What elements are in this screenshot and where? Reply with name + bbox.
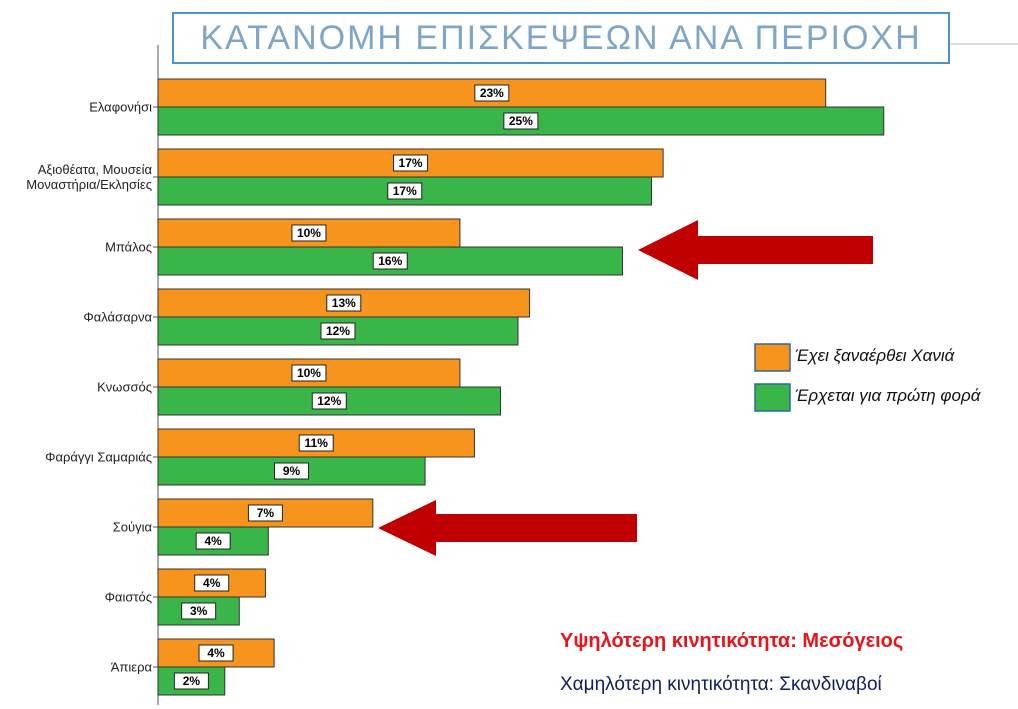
arrow (638, 220, 873, 280)
value-label-box (195, 532, 231, 550)
value-label: 4% (207, 646, 225, 660)
value-label-box (320, 322, 356, 340)
y-tick-label: Φαράγγι Σαμαριάς (45, 449, 152, 465)
y-tick-label: Σούγια (112, 519, 152, 535)
value-label: 4% (204, 534, 222, 548)
y-tick-label: Κνωσσός (97, 379, 152, 395)
arrow (378, 500, 637, 556)
value-label: 12% (326, 324, 350, 338)
value-label-box (194, 574, 230, 592)
chart-title: ΚΑΤΑΝΟΜΗ ΕΠΙΣΚΕΨΕΩΝ ΑΝΑ ΠΕΡΙΟΧΗ (172, 12, 950, 64)
value-label: 9% (283, 464, 301, 478)
value-label: 10% (297, 226, 321, 240)
value-label: 16% (378, 254, 402, 268)
y-tick-label: Φαιστός (104, 589, 152, 605)
value-label-box (503, 112, 539, 130)
value-label: 17% (393, 184, 417, 198)
y-tick-label: Αξιοθέατα, Μουσεία Μοναστήρια/Εκλησίες (26, 162, 152, 192)
y-tick-label: Ελαφονήσι (89, 99, 152, 115)
value-label: 4% (203, 576, 221, 590)
value-label: 7% (257, 506, 275, 520)
value-label-box (298, 434, 334, 452)
y-tick-label: Μπάλος (105, 239, 152, 255)
value-label: 3% (190, 604, 208, 618)
value-label-box (181, 602, 217, 620)
annotation: Χαμηλότερη κινητικότητα: Σκανδιναβοί (560, 674, 882, 695)
legend-swatch (754, 343, 791, 372)
value-label-box (326, 294, 362, 312)
bar (157, 526, 269, 556)
value-label: 10% (297, 366, 321, 380)
value-label-box (387, 182, 423, 200)
legend-label: Έχει ξαναέρθει Χανιά (795, 346, 955, 365)
value-label-box (393, 154, 429, 172)
value-label-box (372, 252, 408, 270)
y-tick-label: Φαλάσαρνα (83, 309, 152, 325)
legend-label: Έρχεται για πρώτη φορά (795, 386, 981, 405)
value-label-box (291, 364, 327, 382)
value-label-box (311, 392, 347, 410)
value-label-box (173, 672, 209, 690)
value-label-box (474, 84, 510, 102)
value-label: 17% (399, 156, 423, 170)
value-label-box (247, 504, 283, 522)
value-label: 23% (480, 86, 504, 100)
value-label: 13% (332, 296, 356, 310)
value-label: 25% (509, 114, 533, 128)
value-label: 11% (305, 436, 329, 450)
y-tick-label: Άπιερα (110, 659, 152, 675)
legend-swatch (754, 383, 791, 412)
value-label: 2% (183, 674, 201, 688)
annotation: Υψηλότερη κινητικότητα: Μεσόγειος (560, 630, 904, 652)
value-label-box (274, 462, 310, 480)
value-label-box (198, 644, 234, 662)
value-label-box (291, 224, 327, 242)
value-label: 12% (317, 394, 341, 408)
